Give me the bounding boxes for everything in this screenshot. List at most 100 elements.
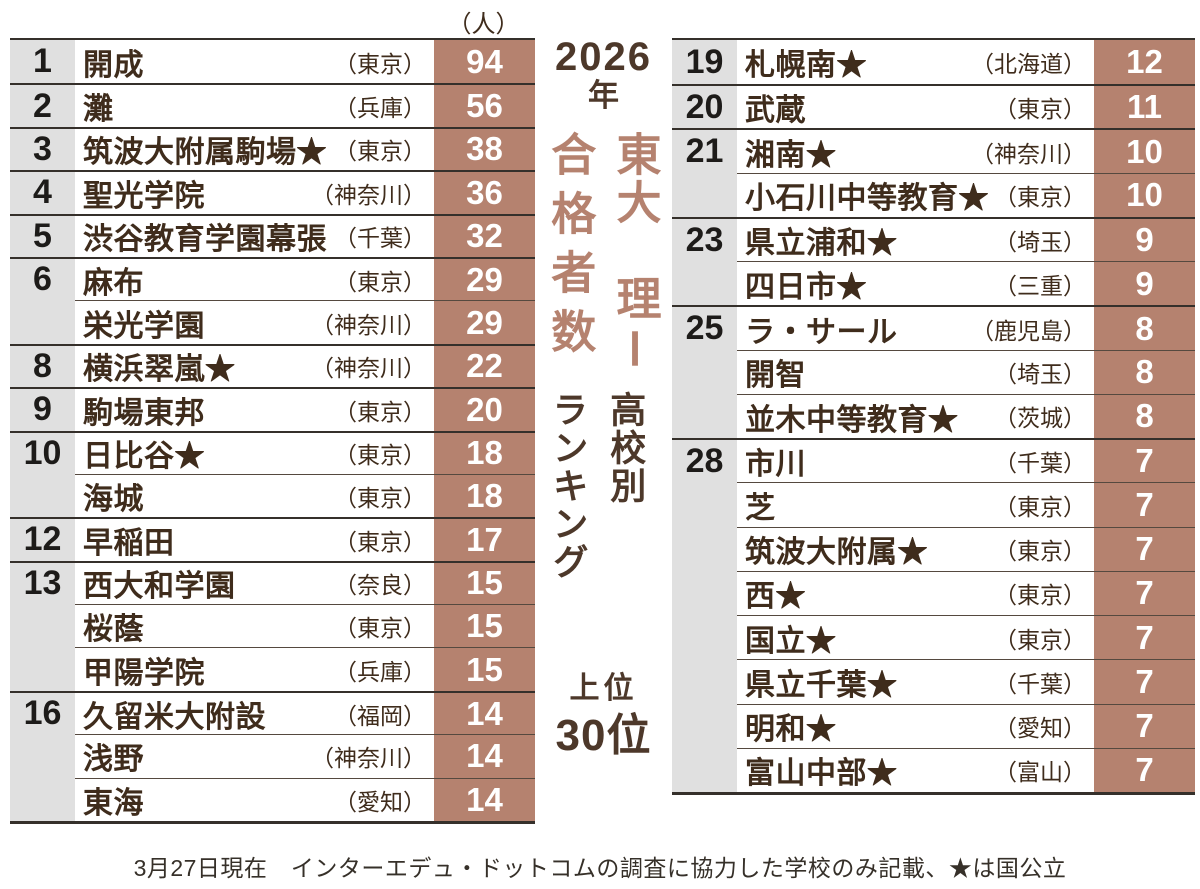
rank-cell [672,482,737,527]
school-name: 筑波大附属駒場★ [83,136,327,170]
column-gap [430,343,434,388]
count-cell: 7 [1094,747,1195,792]
school-name: 聖光学院 [83,179,205,213]
school-name: 四日市★ [745,270,867,304]
prefecture: （福岡） [334,703,426,729]
rank-cell [672,349,737,394]
table-row: 9 駒場東邦 （東京） 20 [10,387,535,431]
table-row: 20 武蔵 （東京） 11 [672,84,1195,129]
rank-cell: 3 [10,126,75,171]
count-cell: 17 [434,517,535,561]
prefecture: （東京） [994,539,1086,565]
table-row: 1 開成 （東京） 94 [10,40,535,84]
table-row: 12 早稲田 （東京） 17 [10,517,535,561]
school-name: 開成 [83,48,144,82]
rank-cell: 28 [672,438,737,483]
prefecture: （愛知） [994,716,1086,742]
table-row: 並木中等教育★ （茨城） 8 [672,393,1195,439]
school-name: 渋谷教育学園幕張 [83,223,327,257]
column-gap [430,213,434,257]
count-cell: 56 [434,83,535,127]
count-cell: 20 [434,387,535,431]
rank-cell [10,604,75,648]
table-row: 西★ （東京） 7 [672,570,1195,616]
count-cell: 14 [434,777,535,822]
column-gap [1090,438,1094,483]
column-gap [1090,128,1094,173]
table-row: 2 灘 （兵庫） 56 [10,83,535,127]
school-cell: 県立浦和★ （埼玉） [737,216,1090,262]
rank-cell [672,526,737,571]
table-row: 甲陽学院 （兵庫） 15 [10,647,535,691]
school-cell: 聖光学院 （神奈川） [75,170,430,214]
rank-cell: 5 [10,213,75,257]
school-name: 小石川中等教育★ [745,182,989,216]
school-name: 国立★ [745,624,837,658]
school-name: 日比谷★ [83,440,205,474]
title-year: 2026 年 [535,36,672,114]
count-cell: 10 [1094,172,1195,217]
count-cell: 14 [434,734,535,778]
table-row: 小石川中等教育★ （東京） 10 [672,172,1195,217]
table-row: 富山中部★ （富山） 7 [672,747,1195,792]
count-cell: 8 [1094,305,1195,350]
column-gap [1090,216,1094,262]
count-cell: 18 [434,473,535,518]
count-cell: 12 [1094,40,1195,85]
rank-cell: 8 [10,343,75,388]
count-cell: 7 [1094,659,1195,704]
table-row: 筑波大附属★ （東京） 7 [672,526,1195,571]
school-name: ラ・サール [745,315,898,349]
column-gap [1090,482,1094,527]
count-cell: 36 [434,170,535,214]
table-row: 開智 （埼玉） 8 [672,349,1195,394]
prefecture: （茨城） [994,406,1086,432]
school-cell: 並木中等教育★ （茨城） [737,393,1090,439]
column-gap [1090,261,1094,306]
count-cell: 8 [1094,393,1195,439]
school-name: 市川 [745,448,806,482]
school-cell: 明和★ （愛知） [737,703,1090,748]
column-gap [1090,349,1094,394]
column-gap [430,734,434,778]
sub-title-ranking: ランキング [547,391,589,581]
school-name: 湘南★ [745,138,837,172]
school-cell: 芝 （東京） [737,482,1090,527]
school-name: 浅野 [83,743,144,777]
school-name: 筑波大附属★ [745,536,928,570]
rank-cell [10,647,75,691]
prefecture: （東京） [334,269,426,295]
prefecture: （神奈川） [311,746,426,772]
school-cell: 栄光学園 （神奈川） [75,300,430,344]
prefecture: （埼玉） [994,230,1086,256]
table-row: 県立千葉★ （千葉） 7 [672,659,1195,704]
prefecture: （東京） [334,486,426,512]
prefecture: （千葉） [994,671,1086,697]
column-gap [1090,570,1094,616]
school-name: 並木中等教育★ [745,403,959,437]
table-row: 13 西大和学園 （奈良） 15 [10,560,535,605]
column-gap [1090,84,1094,129]
school-cell: 駒場東邦 （東京） [75,387,430,431]
prefecture: （神奈川） [311,312,426,338]
rank-cell [10,734,75,778]
rank-cell: 13 [10,560,75,605]
prefecture: （神奈川） [311,356,426,382]
school-name: 芝 [745,491,776,525]
school-cell: 武蔵 （東京） [737,84,1090,129]
school-cell: 甲陽学院 （兵庫） [75,647,430,691]
column-gap [1090,703,1094,748]
table-row: 明和★ （愛知） 7 [672,703,1195,748]
column-gap [430,40,434,84]
school-name: 富山中部★ [745,757,898,791]
school-cell: 西大和学園 （奈良） [75,560,430,605]
table-row: 桜蔭 （東京） 15 [10,604,535,648]
rank-cell [672,703,737,748]
prefecture: （神奈川） [311,182,426,208]
school-cell: 東海 （愛知） [75,777,430,822]
count-cell: 32 [434,213,535,257]
count-cell: 9 [1094,216,1195,262]
rank-cell [672,615,737,660]
rank-cell [672,659,737,704]
rank-cell [672,261,737,306]
